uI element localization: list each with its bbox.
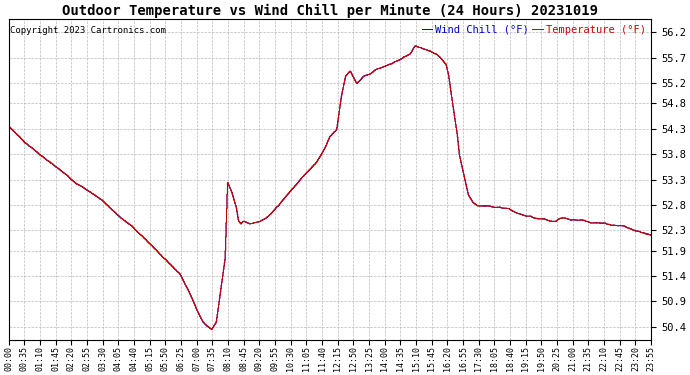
Wind Chill (°F) [431, 52, 439, 56]
Wind Chill (°F) [148, 243, 156, 248]
Wind Chill (°F) [5, 124, 13, 128]
Title: Outdoor Temperature vs Wind Chill per Minute (24 Hours) 20231019: Outdoor Temperature vs Wind Chill per Mi… [62, 4, 598, 18]
Temperature (°F) [411, 44, 419, 48]
Temperature (°F) [571, 218, 580, 222]
Temperature (°F) [132, 228, 140, 233]
Temperature (°F) [647, 233, 655, 238]
Line: Wind Chill (°F): Wind Chill (°F) [9, 46, 651, 329]
Temperature (°F) [431, 52, 439, 56]
Wind Chill (°F) [571, 218, 580, 222]
Temperature (°F) [515, 211, 523, 216]
Wind Chill (°F) [411, 44, 419, 48]
Wind Chill (°F) [515, 211, 523, 216]
Wind Chill (°F) [207, 327, 215, 332]
Wind Chill (°F) [132, 228, 140, 233]
Wind Chill (°F) [219, 264, 228, 268]
Temperature (°F) [219, 264, 228, 268]
Text: Copyright 2023 Cartronics.com: Copyright 2023 Cartronics.com [10, 26, 166, 35]
Wind Chill (°F) [647, 233, 655, 238]
Legend: Wind Chill (°F), Temperature (°F): Wind Chill (°F), Temperature (°F) [422, 25, 646, 35]
Line: Temperature (°F): Temperature (°F) [9, 46, 651, 329]
Temperature (°F) [148, 243, 156, 248]
Temperature (°F) [5, 124, 13, 128]
Temperature (°F) [207, 327, 215, 332]
